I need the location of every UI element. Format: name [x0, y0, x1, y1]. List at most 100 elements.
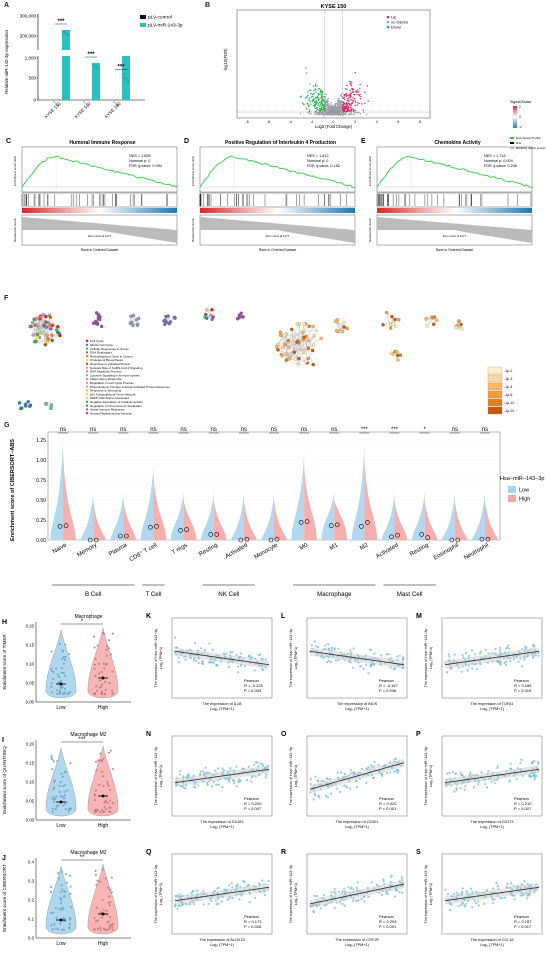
data-point: [314, 775, 316, 777]
data-point: [460, 787, 462, 789]
x-axis-unit: Log₂ (TPM+1): [480, 707, 504, 711]
y-tick-label: 0.00: [36, 538, 46, 544]
gene-point: [339, 113, 340, 114]
data-point: [349, 649, 351, 651]
legend-dot: [86, 351, 88, 353]
gene-point: [346, 100, 347, 101]
data-point: [59, 791, 61, 793]
zero-cross-label: Zero cross at 6177: [88, 234, 112, 238]
network-node: [460, 327, 463, 330]
panel-label: S: [416, 849, 421, 856]
data-point: [105, 689, 107, 691]
gene-point: [351, 99, 352, 100]
violin-low: [171, 492, 184, 540]
gene-point: [329, 111, 330, 112]
gene-point: [300, 113, 301, 114]
legend-dot: [86, 393, 88, 395]
data-point: [59, 923, 61, 925]
data-point: [111, 924, 113, 926]
gene-point: [344, 106, 345, 107]
gene-point: [313, 105, 314, 106]
data-point: [55, 928, 57, 930]
data-point: [109, 789, 111, 791]
gene-point: [326, 110, 327, 111]
data-point: [51, 682, 53, 684]
network-node: [236, 317, 239, 320]
network-node: [394, 325, 397, 328]
data-point: [63, 895, 65, 897]
violin-high: [153, 475, 166, 540]
p-label: P = 0.017: [514, 924, 532, 929]
data-point: [193, 903, 195, 905]
gene-point: [356, 104, 357, 105]
data-point: [261, 879, 263, 881]
panel-label: O: [281, 731, 287, 738]
panel-label: G: [4, 422, 9, 429]
network-node: [92, 322, 95, 325]
legend-dot: [387, 26, 390, 29]
network-node: [49, 316, 52, 319]
data-point: [499, 897, 501, 899]
gene-point: [360, 96, 361, 97]
gene-point: [363, 109, 364, 110]
data-point: [108, 785, 110, 787]
data-point: [523, 894, 525, 896]
data-point: [466, 890, 468, 892]
y-tick-label: 0.00: [26, 700, 35, 705]
network-node: [432, 323, 435, 326]
gene-point: [305, 67, 306, 68]
x-axis-label: The expression of CD273: [470, 820, 513, 824]
data-point: [262, 669, 264, 671]
data-point: [215, 784, 217, 786]
data-point: [473, 786, 475, 788]
data-point: [386, 653, 388, 655]
gene-point: [349, 90, 350, 91]
violin-high: [364, 458, 377, 540]
y-tick-label: 0.15: [26, 761, 35, 766]
data-point: [56, 693, 58, 695]
data-point: [370, 764, 372, 766]
data-point: [182, 903, 184, 905]
p-label: Nominal p: 0: [129, 159, 150, 163]
data-point: [486, 786, 488, 788]
y-tick-label: 0.00: [26, 818, 35, 823]
data-point: [66, 882, 68, 884]
gene-point: [332, 109, 333, 110]
data-point: [94, 795, 96, 797]
data-point: [524, 646, 526, 648]
data-point: [389, 771, 391, 773]
data-point: [318, 796, 320, 798]
violin-low: [231, 492, 244, 540]
data-point: [63, 656, 65, 658]
data-point: [223, 769, 225, 771]
data-point: [381, 894, 383, 896]
network-edge: [286, 324, 305, 347]
x-axis-label: The expression of CCL18: [470, 938, 513, 942]
network-node: [37, 326, 40, 329]
gene-point: [367, 85, 368, 86]
network-edge: [303, 330, 316, 331]
data-point: [341, 903, 343, 905]
data-point: [200, 647, 202, 649]
y-axis-unit: Log₂ (TPM+1): [159, 883, 163, 905]
zero-cross-label: Zero cross at 6177: [266, 234, 290, 238]
data-point: [492, 888, 494, 890]
data-point: [320, 907, 322, 909]
panel-label: H: [2, 619, 7, 626]
data-point: [66, 789, 68, 791]
data-point: [101, 760, 103, 762]
data-point: [94, 928, 96, 930]
network-node: [389, 327, 392, 330]
data-point: [95, 884, 97, 886]
data-point: [202, 660, 204, 662]
data-point: [335, 659, 337, 661]
gsea-title: Positive Regulation of Interleukin 4 Pro…: [225, 140, 336, 146]
network-node: [287, 339, 290, 342]
violin-high: [93, 499, 106, 540]
x-axis-label: Log2 (Fold Change): [315, 124, 353, 129]
data-point: [62, 785, 64, 787]
data-point: [112, 929, 114, 931]
y-axis-label: Enrichment score (ES): [13, 156, 17, 186]
x-tick-label: -2: [310, 120, 313, 124]
